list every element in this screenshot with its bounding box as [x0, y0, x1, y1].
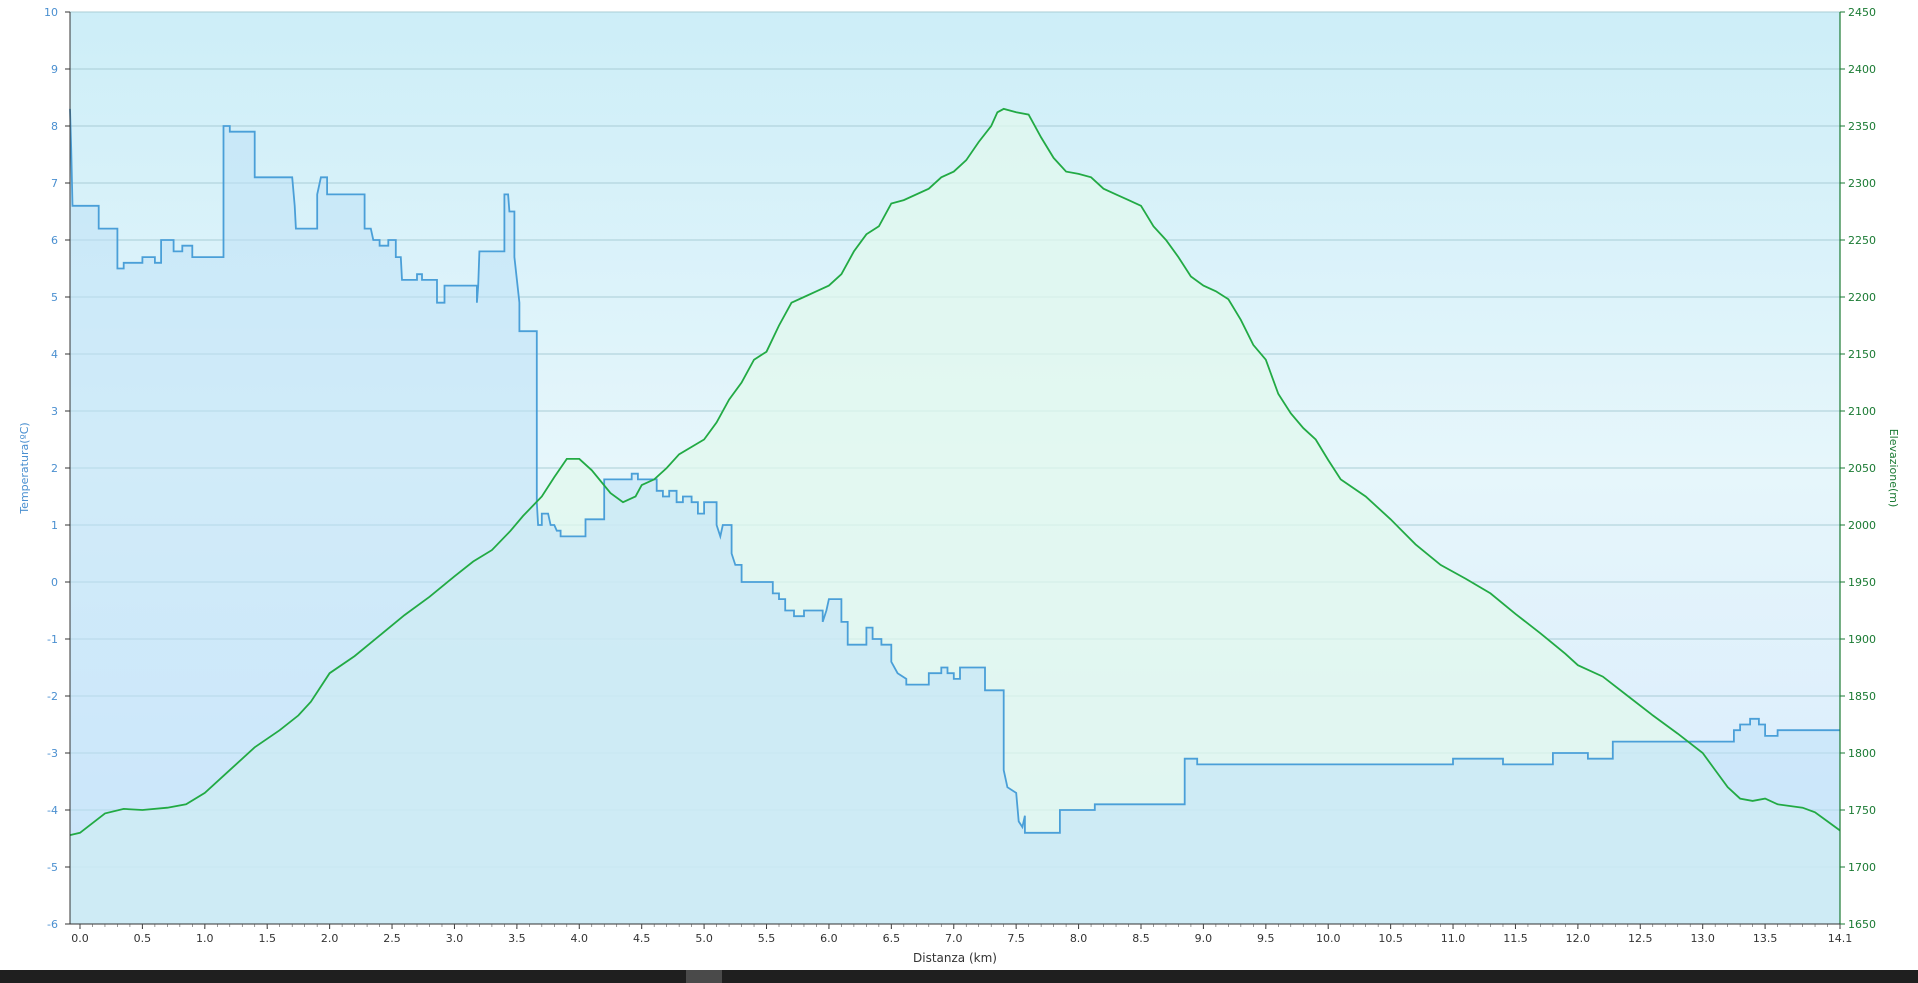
y-left-tick-label: 5	[51, 291, 58, 304]
x-tick-label: 7.0	[945, 932, 963, 945]
x-tick-label: 8.0	[1070, 932, 1088, 945]
x-tick-label: 10.0	[1316, 932, 1341, 945]
y-right-tick-label: 1650	[1848, 918, 1876, 931]
y-right-tick-label: 2250	[1848, 234, 1876, 247]
x-tick-label: 1.0	[196, 932, 214, 945]
y-right-tick-label: 2350	[1848, 120, 1876, 133]
y-right-tick-label: 2150	[1848, 348, 1876, 361]
x-tick-label: 11.5	[1503, 932, 1528, 945]
x-tick-label: 9.5	[1257, 932, 1275, 945]
x-tick-label: 3.5	[508, 932, 526, 945]
y-left-tick-label: -3	[47, 747, 58, 760]
x-tick-label: 14.1	[1828, 932, 1853, 945]
y-right-tick-label: 2200	[1848, 291, 1876, 304]
x-tick-label: 7.5	[1007, 932, 1025, 945]
y-right-tick-label: 1700	[1848, 861, 1876, 874]
y-right-tick-label: 2100	[1848, 405, 1876, 418]
scrollbar-thumb[interactable]	[686, 970, 722, 983]
y-left-tick-label: -6	[47, 918, 58, 931]
y-right-tick-label: 2050	[1848, 462, 1876, 475]
x-tick-label: 6.0	[820, 932, 838, 945]
y-left-tick-label: 10	[44, 6, 58, 19]
x-tick-label: 12.0	[1566, 932, 1591, 945]
y-left-axis-title: Temperatura(ºC)	[18, 422, 31, 514]
x-tick-label: 12.5	[1628, 932, 1653, 945]
y-right-tick-label: 1850	[1848, 690, 1876, 703]
x-tick-label: 6.5	[883, 932, 901, 945]
temperature-area	[70, 108, 1840, 924]
y-left-tick-label: -5	[47, 861, 58, 874]
y-left-tick-label: 9	[51, 63, 58, 76]
x-tick-label: 0.5	[134, 932, 152, 945]
x-tick-label: 4.0	[571, 932, 589, 945]
y-left-tick-label: -2	[47, 690, 58, 703]
y-right-tick-label: 1750	[1848, 804, 1876, 817]
y-left-tick-label: 7	[51, 177, 58, 190]
x-tick-label: 13.5	[1753, 932, 1778, 945]
x-tick-label: 4.5	[633, 932, 651, 945]
horizontal-scrollbar[interactable]	[0, 970, 1918, 983]
x-tick-label: 9.0	[1195, 932, 1213, 945]
y-left-tick-label: -1	[47, 633, 58, 646]
x-tick-label: 1.5	[258, 932, 276, 945]
x-tick-label: 3.0	[446, 932, 464, 945]
x-tick-label: 13.0	[1690, 932, 1715, 945]
y-right-tick-label: 2400	[1848, 63, 1876, 76]
y-left-tick-label: 0	[51, 576, 58, 589]
y-right-tick-label: 2450	[1848, 6, 1876, 19]
x-tick-label: 5.5	[758, 932, 776, 945]
y-right-tick-label: 2300	[1848, 177, 1876, 190]
y-left-tick-label: -4	[47, 804, 58, 817]
elevation-line	[69, 107, 1841, 836]
y-right-axis-title: Elevazione(m)	[1887, 429, 1900, 508]
y-left-tick-label: 1	[51, 519, 58, 532]
y-left-tick-label: 4	[51, 348, 58, 361]
y-right-tick-label: 2000	[1848, 519, 1876, 532]
x-tick-label: 5.0	[695, 932, 713, 945]
y-right-tick-label: 1900	[1848, 633, 1876, 646]
x-tick-label: 8.5	[1132, 932, 1150, 945]
y-right-tick-label: 1950	[1848, 576, 1876, 589]
y-left-tick-label: 8	[51, 120, 58, 133]
x-axis-title: Distanza (km)	[913, 951, 997, 965]
x-tick-label: 2.0	[321, 932, 339, 945]
x-tick-label: 10.5	[1378, 932, 1403, 945]
x-tick-label: 11.0	[1441, 932, 1466, 945]
x-tick-label: 0.0	[71, 932, 89, 945]
x-tick-label: 2.5	[383, 932, 401, 945]
y-left-tick-label: 6	[51, 234, 58, 247]
y-left-tick-label: 3	[51, 405, 58, 418]
temperature-line	[69, 108, 1840, 834]
y-left-tick-label: 2	[51, 462, 58, 475]
y-right-tick-label: 1800	[1848, 747, 1876, 760]
